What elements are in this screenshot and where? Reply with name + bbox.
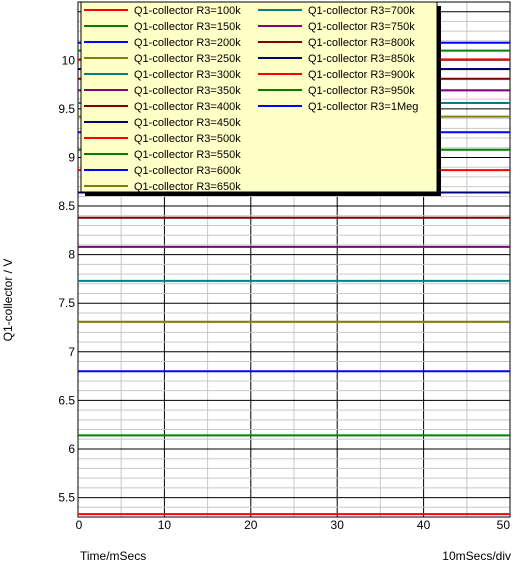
legend-entry-label: Q1-collector R3=1Meg (308, 101, 418, 113)
y-tick-label: 6.5 (58, 393, 75, 407)
legend-entry-label: Q1-collector R3=600k (134, 165, 241, 177)
y-tick-label: 8.5 (58, 199, 75, 213)
legend-entry-label: Q1-collector R3=400k (134, 101, 241, 113)
legend-entry-label: Q1-collector R3=750k (308, 21, 415, 33)
legend-entry-label: Q1-collector R3=550k (134, 149, 241, 161)
x-scale-note: 10mSecs/div (442, 549, 511, 563)
y-axis-ticks: 5.5 6 6.5 7 7.5 8 8.5 9 9.5 10 (58, 53, 75, 504)
x-tick-label: 50 (497, 518, 511, 532)
x-tick-label: 20 (244, 518, 258, 532)
y-tick-label: 6 (68, 442, 75, 456)
legend-entry-label: Q1-collector R3=800k (308, 37, 415, 49)
y-tick-label: 10 (62, 53, 76, 67)
legend-entry-label: Q1-collector R3=700k (308, 5, 415, 17)
legend-entry-label: Q1-collector R3=500k (134, 133, 241, 145)
y-tick-label: 5.5 (58, 491, 75, 505)
legend-box (80, 1, 438, 193)
legend-entry-label: Q1-collector R3=650k (134, 181, 241, 193)
legend: Q1-collector R3=100k Q1-collector R3=150k… (80, 1, 441, 196)
y-tick-label: 7 (68, 345, 75, 359)
x-tick-label: 0 (76, 518, 83, 532)
legend-entry-label: Q1-collector R3=950k (308, 85, 415, 97)
legend-entry-label: Q1-collector R3=850k (308, 53, 415, 65)
x-axis-ticks: 0 10 20 30 40 50 (76, 518, 511, 532)
y-axis-label: Q1-collector / V (1, 259, 15, 342)
y-tick-label: 9.5 (58, 102, 75, 116)
legend-entry-label: Q1-collector R3=300k (134, 69, 241, 81)
x-axis-label: Time/mSecs (80, 549, 146, 563)
legend-entry-label: Q1-collector R3=150k (134, 21, 241, 33)
y-tick-label: 8 (68, 248, 75, 262)
legend-entry-label: Q1-collector R3=900k (308, 69, 415, 81)
legend-entry-label: Q1-collector R3=350k (134, 85, 241, 97)
y-tick-label: 9 (68, 150, 75, 164)
x-tick-label: 30 (331, 518, 345, 532)
legend-entry-label: Q1-collector R3=450k (134, 117, 241, 129)
x-tick-label: 10 (158, 518, 172, 532)
y-tick-label: 7.5 (58, 296, 75, 310)
legend-entry-label: Q1-collector R3=200k (134, 37, 241, 49)
x-tick-label: 40 (417, 518, 431, 532)
legend-entry-label: Q1-collector R3=250k (134, 53, 241, 65)
legend-entry-label: Q1-collector R3=100k (134, 5, 241, 17)
